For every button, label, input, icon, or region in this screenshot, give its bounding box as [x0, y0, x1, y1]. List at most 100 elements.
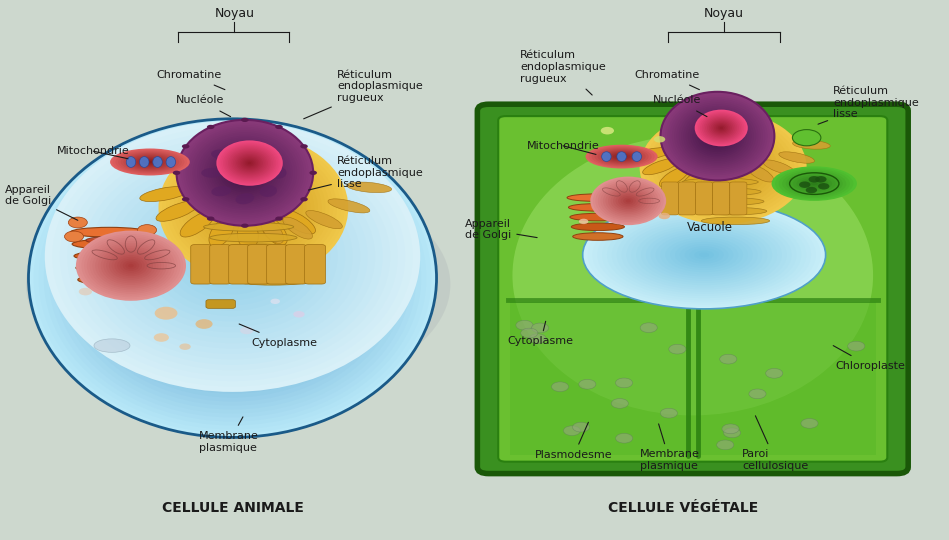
Ellipse shape [598, 181, 659, 220]
FancyBboxPatch shape [679, 182, 696, 215]
Ellipse shape [622, 218, 787, 292]
Text: CELLULE VÉGÉTALE: CELLULE VÉGÉTALE [608, 501, 758, 515]
Circle shape [579, 219, 588, 224]
Ellipse shape [616, 154, 627, 159]
Ellipse shape [126, 157, 136, 167]
Ellipse shape [166, 226, 299, 330]
Ellipse shape [250, 205, 257, 211]
Circle shape [79, 288, 92, 295]
Ellipse shape [193, 132, 297, 213]
Ellipse shape [701, 176, 719, 200]
Ellipse shape [234, 153, 265, 173]
Ellipse shape [534, 147, 851, 431]
Text: Mitochondrie: Mitochondrie [527, 141, 600, 154]
Ellipse shape [346, 182, 392, 193]
Ellipse shape [116, 150, 184, 174]
Ellipse shape [92, 279, 152, 288]
Ellipse shape [72, 239, 146, 249]
Ellipse shape [226, 147, 273, 179]
Circle shape [722, 424, 739, 434]
Ellipse shape [670, 99, 765, 173]
Ellipse shape [39, 127, 426, 429]
Ellipse shape [243, 171, 247, 174]
Ellipse shape [690, 115, 745, 157]
Ellipse shape [210, 233, 297, 242]
Ellipse shape [664, 128, 782, 207]
Ellipse shape [283, 217, 312, 239]
Ellipse shape [613, 191, 643, 211]
Ellipse shape [616, 193, 641, 209]
Ellipse shape [59, 143, 406, 414]
Ellipse shape [701, 124, 734, 149]
Ellipse shape [230, 150, 270, 177]
Ellipse shape [682, 178, 758, 186]
Ellipse shape [196, 164, 310, 252]
Ellipse shape [568, 204, 627, 211]
Ellipse shape [121, 191, 344, 366]
Ellipse shape [246, 202, 261, 214]
Ellipse shape [92, 241, 170, 291]
Ellipse shape [612, 214, 796, 296]
Ellipse shape [44, 131, 421, 426]
Ellipse shape [605, 210, 781, 368]
Ellipse shape [571, 223, 624, 231]
Circle shape [275, 125, 283, 129]
Ellipse shape [90, 268, 153, 277]
Ellipse shape [195, 230, 270, 284]
Ellipse shape [260, 185, 277, 197]
Ellipse shape [690, 248, 718, 261]
Ellipse shape [643, 113, 803, 221]
Ellipse shape [306, 211, 343, 229]
Text: Chloroplaste: Chloroplaste [833, 346, 905, 371]
Circle shape [799, 181, 810, 188]
Ellipse shape [146, 211, 319, 346]
Circle shape [818, 183, 829, 190]
Ellipse shape [680, 278, 705, 300]
Ellipse shape [129, 155, 171, 169]
Circle shape [309, 171, 317, 175]
Ellipse shape [553, 164, 832, 414]
Text: Réticulum
endoplasmique
lisse: Réticulum endoplasmique lisse [308, 156, 422, 190]
Ellipse shape [103, 248, 158, 283]
Ellipse shape [222, 155, 268, 191]
Ellipse shape [209, 145, 281, 201]
Ellipse shape [792, 140, 830, 149]
Ellipse shape [717, 125, 725, 131]
Ellipse shape [782, 171, 847, 197]
Ellipse shape [150, 197, 315, 316]
Ellipse shape [227, 159, 263, 187]
FancyBboxPatch shape [229, 245, 250, 284]
Ellipse shape [115, 255, 147, 276]
Text: Chromatine: Chromatine [157, 70, 225, 90]
Text: Appareil
de Golgi: Appareil de Golgi [5, 185, 78, 220]
Ellipse shape [632, 152, 642, 161]
Ellipse shape [120, 176, 345, 338]
Ellipse shape [568, 194, 628, 201]
Ellipse shape [711, 159, 735, 176]
Text: Membrane
plasmique: Membrane plasmique [199, 417, 259, 453]
Ellipse shape [162, 138, 344, 278]
Ellipse shape [695, 118, 740, 154]
Ellipse shape [706, 156, 740, 179]
Ellipse shape [719, 127, 723, 129]
Ellipse shape [134, 157, 166, 167]
Text: Membrane
plasmique: Membrane plasmique [640, 424, 699, 471]
Circle shape [801, 418, 818, 428]
Ellipse shape [228, 274, 237, 282]
Ellipse shape [118, 151, 182, 173]
Ellipse shape [98, 159, 367, 354]
Ellipse shape [123, 153, 177, 171]
Ellipse shape [597, 207, 811, 302]
Ellipse shape [26, 170, 451, 399]
Ellipse shape [104, 164, 361, 349]
Circle shape [815, 176, 827, 183]
Ellipse shape [165, 208, 300, 305]
Ellipse shape [665, 238, 743, 272]
Ellipse shape [193, 161, 314, 254]
Ellipse shape [210, 240, 255, 273]
Ellipse shape [586, 192, 800, 385]
Ellipse shape [213, 148, 277, 198]
Ellipse shape [158, 202, 307, 310]
Ellipse shape [45, 121, 420, 392]
Ellipse shape [118, 257, 145, 274]
